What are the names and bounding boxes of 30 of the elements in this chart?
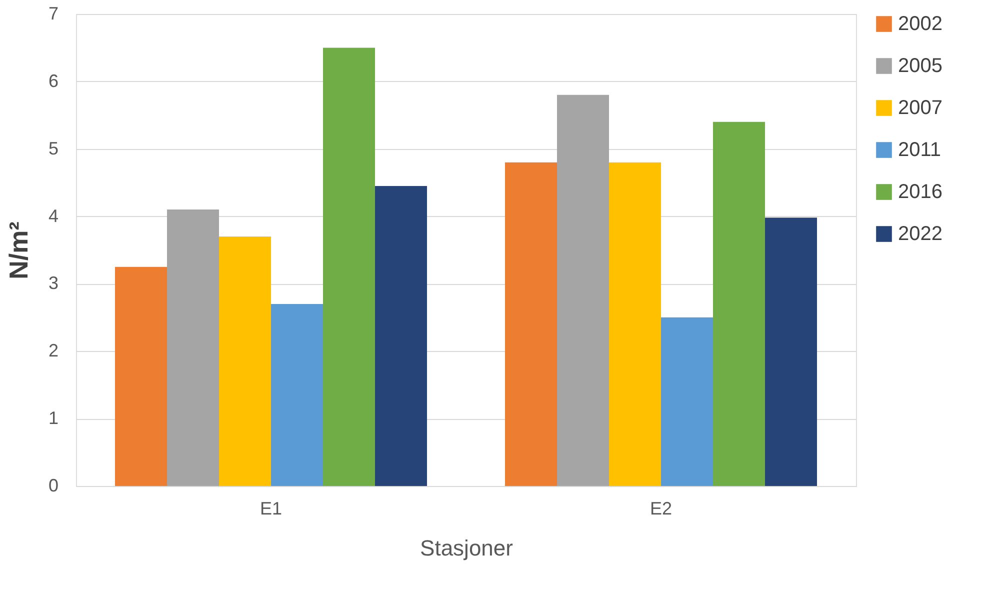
bar [167,210,219,486]
y-tick-label: 7 [48,4,58,24]
legend-label: 2022 [898,223,942,245]
bar [661,317,713,486]
y-tick-label: 4 [48,206,58,226]
x-tick-label: E1 [260,498,282,518]
legend-label: 2005 [898,55,942,77]
y-tick-label: 6 [48,70,58,91]
y-tick-label: 1 [48,408,58,428]
y-axis-title: N/m² [3,221,34,280]
bar [609,162,661,486]
legend-label: 2016 [898,181,942,203]
legend-label: 2011 [898,139,942,161]
x-tick-label: E2 [650,498,672,518]
y-tick-label: 5 [48,138,58,158]
bar [713,122,765,486]
legend-label: 2002 [898,13,942,35]
y-tick-label: 2 [48,340,58,361]
bar [375,186,427,486]
bar [505,162,557,486]
bar [765,218,817,486]
bar [219,236,271,486]
bar [557,94,609,486]
y-tick-label: 0 [48,476,58,496]
x-axis-title: Stasjoner [420,536,513,560]
bar [323,48,375,486]
y-tick-label: 3 [48,273,58,294]
legend-label: 2007 [898,97,942,119]
bar [271,304,323,486]
bar [115,266,167,486]
